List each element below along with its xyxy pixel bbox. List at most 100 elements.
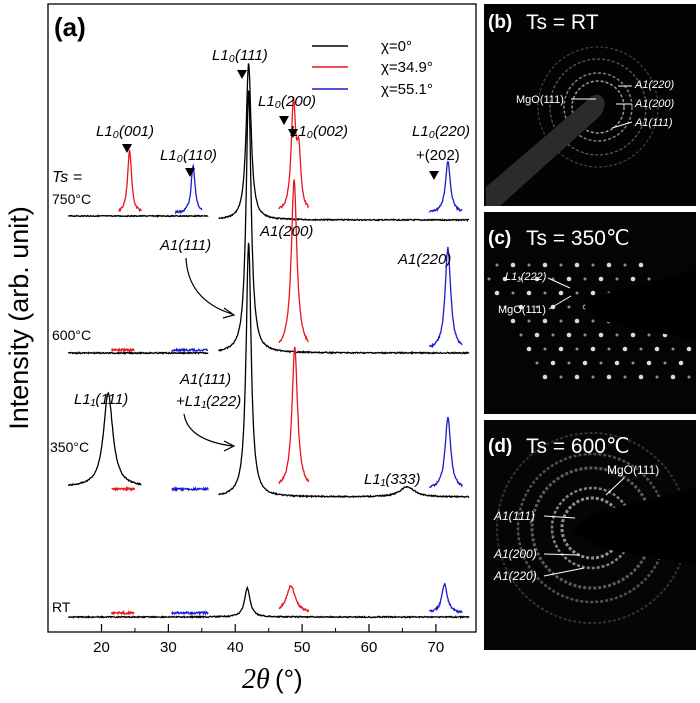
series-1-profile-1-seg-0 xyxy=(110,347,135,353)
x-axis-ticks: 20 30 40 50 60 70 xyxy=(93,624,444,656)
series-2-profile-3-seg-1 xyxy=(428,583,463,614)
spot-c-38 xyxy=(567,305,571,309)
panel-b-title: Ts = RT xyxy=(526,11,599,34)
sad-d-pointer-200 xyxy=(543,553,581,556)
series-0-profile-5 xyxy=(68,585,470,620)
sad-b-a1-200: A1(200) xyxy=(634,98,674,110)
spot-c-68 xyxy=(639,347,643,351)
ring-b-0 xyxy=(571,80,625,134)
spot-c-70 xyxy=(655,375,659,379)
x-tick-label-70: 70 xyxy=(428,639,445,656)
arrowhead-a1-111-l11 xyxy=(223,440,236,452)
spot-c-9 xyxy=(502,276,508,282)
panel-a-label: (a) xyxy=(54,12,86,42)
spot-c-72 xyxy=(615,277,619,281)
sad-d-a1-200: A1(200) xyxy=(493,547,537,561)
sad-c-mgo111: MgO(111) xyxy=(498,304,546,316)
marker-l10-001 xyxy=(122,144,132,153)
spot-c-22 xyxy=(551,333,555,337)
spot-c-54 xyxy=(583,277,587,281)
diffraction-rings-b xyxy=(537,46,659,168)
spot-c-81 xyxy=(630,276,636,282)
spot-c-42 xyxy=(599,361,603,365)
series-2-profile-3-seg-0 xyxy=(171,610,209,617)
spot-c-58 xyxy=(615,333,619,337)
peak-label-l10-200: L1₀(200) xyxy=(258,93,316,110)
x-tick-label-20: 20 xyxy=(93,639,110,656)
sad-c-l11-222: L1₁(222) xyxy=(505,271,547,283)
annotation-arrows xyxy=(183,257,236,452)
spot-c-86 xyxy=(671,347,675,351)
spot-c-89 xyxy=(638,262,644,268)
peak-label-l10-110: L1₀(110) xyxy=(160,147,217,164)
spot-c-35 xyxy=(542,262,548,268)
spot-c-76 xyxy=(647,333,651,337)
panel-c-annotations: L1₁(222) MgO(111) xyxy=(498,271,547,316)
spot-c-88 xyxy=(687,375,691,379)
panel-d-pointers xyxy=(543,477,625,577)
spot-c-71 xyxy=(606,262,612,268)
peak-label-l10-001: L1₀(001) xyxy=(96,123,154,140)
temp-label-600: 600°C xyxy=(52,327,91,343)
spot-c-34 xyxy=(591,375,595,379)
spot-c-28 xyxy=(543,291,547,295)
x-tick-label-40: 40 xyxy=(227,639,244,656)
spot-c-87 xyxy=(678,360,684,366)
series-1-profile-3-seg-0 xyxy=(110,609,135,616)
spot-c-63 xyxy=(598,276,604,282)
spot-c-40 xyxy=(583,333,587,337)
spot-c-13 xyxy=(534,332,540,338)
sad-b-pointer-111 xyxy=(611,121,633,129)
spot-c-33 xyxy=(582,360,588,366)
y-axis-label: Intensity (arb. unit) xyxy=(4,206,34,430)
peak-label-l10-202: +(202) xyxy=(416,147,460,164)
spot-c-5 xyxy=(526,346,532,352)
spot-c-6 xyxy=(535,361,539,365)
panel-d-label: (d) xyxy=(488,436,512,457)
series-1-profile-0-seg-1 xyxy=(278,96,310,210)
x-tick-label-50: 50 xyxy=(294,639,311,656)
spot-c-46 xyxy=(575,291,579,295)
series-1-profile-0-seg-0 xyxy=(117,149,142,213)
legend-label-chi551: χ=55.1° xyxy=(381,81,433,98)
spot-c-27 xyxy=(534,276,540,282)
series-0-profile-3 xyxy=(67,391,142,487)
spot-c-21 xyxy=(542,318,548,324)
spot-c-17 xyxy=(510,262,516,268)
spot-c-8 xyxy=(495,263,499,267)
series-2-profile-1-seg-1 xyxy=(429,246,463,348)
sad-d-pointer-111 xyxy=(543,515,576,519)
series-2-profile-0-seg-1 xyxy=(429,160,463,213)
legend-label-chi0: χ=0° xyxy=(381,38,412,55)
series-0-profile-4 xyxy=(218,242,470,499)
spot-c-31 xyxy=(566,332,572,338)
spot-c-51 xyxy=(614,360,620,366)
x-axis-label: 2θ (°) xyxy=(242,664,303,695)
panel-d: (d) Ts = 600℃ MgO(111) A1(111) A1(200) A… xyxy=(484,420,696,650)
spot-c-69 xyxy=(646,360,652,366)
spot-c-49 xyxy=(598,332,604,338)
spot-c-23 xyxy=(558,346,564,352)
spot-c-37 xyxy=(558,290,564,296)
plot-frame xyxy=(47,3,477,633)
sad-d-a1-220: A1(220) xyxy=(493,569,537,583)
peak-labels: L1₀(111) L1₀(200) L1₀(002) L1₀(001) L1₀(… xyxy=(74,47,470,488)
xrd-curves xyxy=(67,63,470,620)
spot-c-16 xyxy=(559,375,563,379)
spot-c-79 xyxy=(670,374,676,380)
sad-d-pointer-mgo xyxy=(605,477,625,496)
series-2-profile-0-seg-0 xyxy=(174,163,203,215)
sad-d-pointer-220 xyxy=(543,567,585,577)
spot-c-12 xyxy=(527,319,531,323)
spot-c-7 xyxy=(542,374,548,380)
sad-d-a1-111: A1(111) xyxy=(493,509,535,523)
marker-l10-111 xyxy=(237,70,247,79)
arrow-a1-111 xyxy=(185,257,233,315)
spot-c-55 xyxy=(590,290,596,296)
peak-label-l11-222: +L1₁(222) xyxy=(176,393,241,410)
x-tick-label-60: 60 xyxy=(361,639,378,656)
ring-b-2 xyxy=(549,58,647,156)
spot-c-15 xyxy=(550,360,556,366)
peak-label-a1-220: A1(220) xyxy=(397,251,451,268)
